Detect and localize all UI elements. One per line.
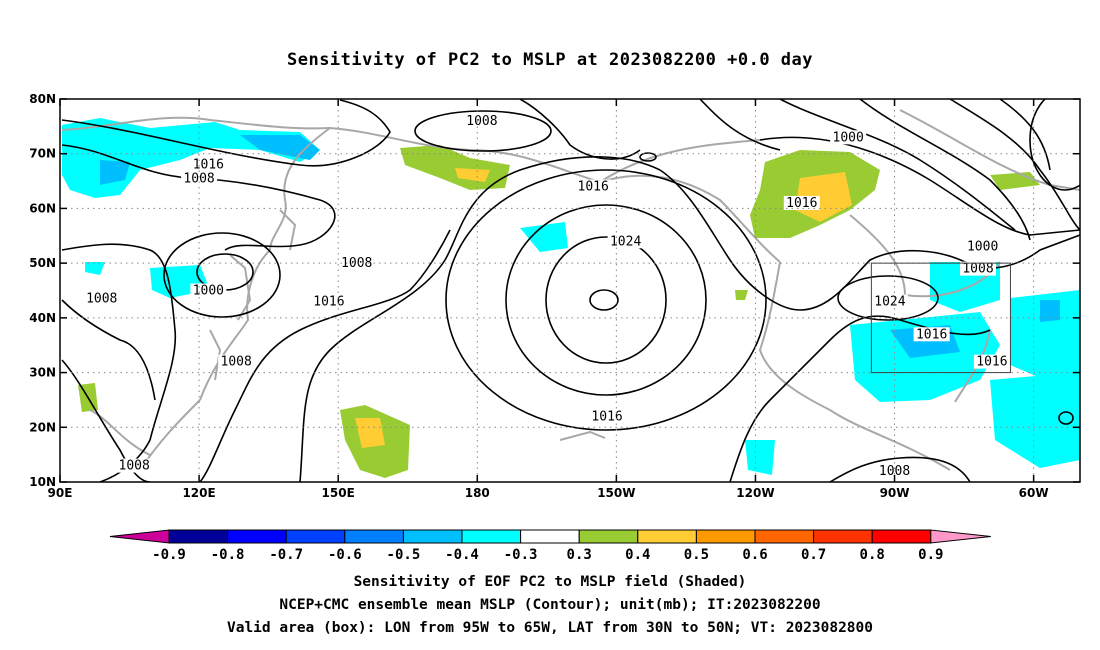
lat-lon-grid	[60, 99, 1080, 482]
colorbar-high-arrow	[930, 529, 991, 544]
contour-label: 1000	[833, 130, 864, 145]
colorbar-segment	[637, 529, 697, 544]
contour-label-bg	[876, 464, 913, 479]
colorbar-segment	[578, 529, 639, 544]
colorbar-segment	[813, 529, 873, 544]
colorbar-segment	[344, 529, 404, 544]
lat-tick-label: 20N	[29, 420, 56, 434]
colorbar-label: -0.4	[445, 547, 479, 563]
contour-label: 1000	[967, 240, 998, 255]
contour-label-bg	[871, 294, 908, 309]
colorbar-segment	[402, 529, 463, 544]
lat-tick-label: 50N	[29, 256, 56, 270]
contour-label-bg	[964, 239, 1001, 254]
colorbar-segment	[871, 529, 932, 544]
colorbar-label: -0.6	[328, 547, 362, 563]
colorbar-label: -0.3	[504, 547, 538, 563]
colorbar-label: -0.7	[269, 547, 303, 563]
contour-label: 1016	[916, 327, 947, 342]
valid-area-box	[870, 262, 1011, 374]
contour-label-bg	[973, 354, 1010, 369]
contour-label-bg	[181, 171, 218, 186]
contour-label: 1016	[193, 158, 224, 173]
lon-tick-label: 180	[465, 486, 490, 500]
lat-tick-label: 10N	[29, 475, 56, 489]
contour-label: 1016	[591, 409, 622, 424]
contour-label-bg	[783, 195, 820, 210]
contour-label: 1024	[874, 294, 905, 309]
footer-line-1: Sensitivity of EOF PC2 to MSLP field (Sh…	[353, 574, 747, 590]
contour-label-bg	[830, 130, 867, 145]
colorbar-segment	[285, 529, 346, 544]
lon-tick-label: 90W	[880, 486, 910, 500]
colorbar-label: -0.8	[211, 547, 245, 563]
colorbar-segment	[695, 529, 756, 544]
colorbar-label: 0.9	[918, 547, 943, 563]
contour-label-bg	[116, 458, 153, 473]
mslp-contours	[61, 99, 1080, 482]
contour-label-bg	[338, 256, 375, 271]
contour-label-bg	[913, 327, 950, 342]
contour-label-bg	[575, 179, 612, 194]
lon-tick-label: 120E	[182, 486, 215, 500]
contour-label: 1016	[786, 196, 817, 211]
contour-label: 1008	[341, 256, 372, 271]
lon-tick-label: 150W	[597, 486, 635, 500]
map-frame	[59, 98, 1081, 483]
lat-tick-label: 40N	[29, 311, 56, 325]
lat-tick-label: 60N	[29, 201, 56, 215]
contour-labels: 1008100010161008101610161024100810001008…	[83, 113, 1010, 479]
contour-label: 1008	[962, 262, 993, 277]
contour-label-bg	[463, 113, 500, 128]
colorbar-label: -0.5	[387, 547, 421, 563]
lon-tick-label: 150E	[322, 486, 355, 500]
contour-label: 1024	[610, 234, 641, 249]
contour-label: 1000	[193, 284, 224, 299]
contour-label: 1008	[879, 464, 910, 479]
colorbar-segment	[520, 529, 580, 544]
footer-line-3: Valid area (box): LON from 95W to 65W, L…	[226, 620, 873, 636]
contour-label-bg	[218, 354, 255, 369]
lon-tick-label: 90E	[48, 486, 73, 500]
lat-tick-label: 80N	[29, 92, 56, 106]
lat-tick-label: 70N	[29, 147, 56, 161]
lon-tick-label: 120W	[736, 486, 774, 500]
colorbar-segment	[168, 529, 229, 544]
colorbar-segment	[461, 529, 522, 544]
colorbar-segment	[227, 529, 287, 544]
chart-title: Sensitivity of PC2 to MSLP at 2023082200…	[286, 50, 813, 70]
contour-label-bg	[960, 261, 996, 276]
footer-line-2: NCEP+CMC ensemble mean MSLP (Contour); u…	[279, 597, 821, 613]
colorbar-segment	[754, 529, 815, 544]
colorbar: -0.9 -0.8 -0.7 -0.6 -0.5 -0.4 -0.3 0.3 0.4 0.5 0.6…	[109, 529, 991, 563]
contour-label: 1008	[221, 355, 252, 370]
contour-label: 1016	[976, 355, 1007, 370]
colorbar-low-arrow	[109, 529, 170, 544]
lat-tick-label: 30N	[29, 366, 56, 380]
contour-label: 1016	[313, 294, 344, 309]
colorbar-label: 0.8	[860, 547, 885, 563]
contour-label: 1008	[466, 114, 497, 129]
contour-label: 1008	[119, 459, 150, 474]
colorbar-label: 0.4	[625, 547, 650, 563]
lon-tick-label: 60W	[1019, 486, 1049, 500]
contour-label: 1008	[86, 292, 117, 307]
colorbar-label: -0.9	[152, 547, 186, 563]
contour-label-bg	[190, 157, 227, 172]
contour-label: 1008	[183, 171, 214, 186]
colorbar-label: 0.7	[801, 547, 826, 563]
contour-label: 1016	[578, 180, 609, 195]
contour-label-bg	[83, 291, 120, 306]
colorbar-label: 0.6	[742, 547, 767, 563]
colorbar-label: 0.3	[567, 547, 592, 563]
colorbar-label: 0.5	[684, 547, 709, 563]
